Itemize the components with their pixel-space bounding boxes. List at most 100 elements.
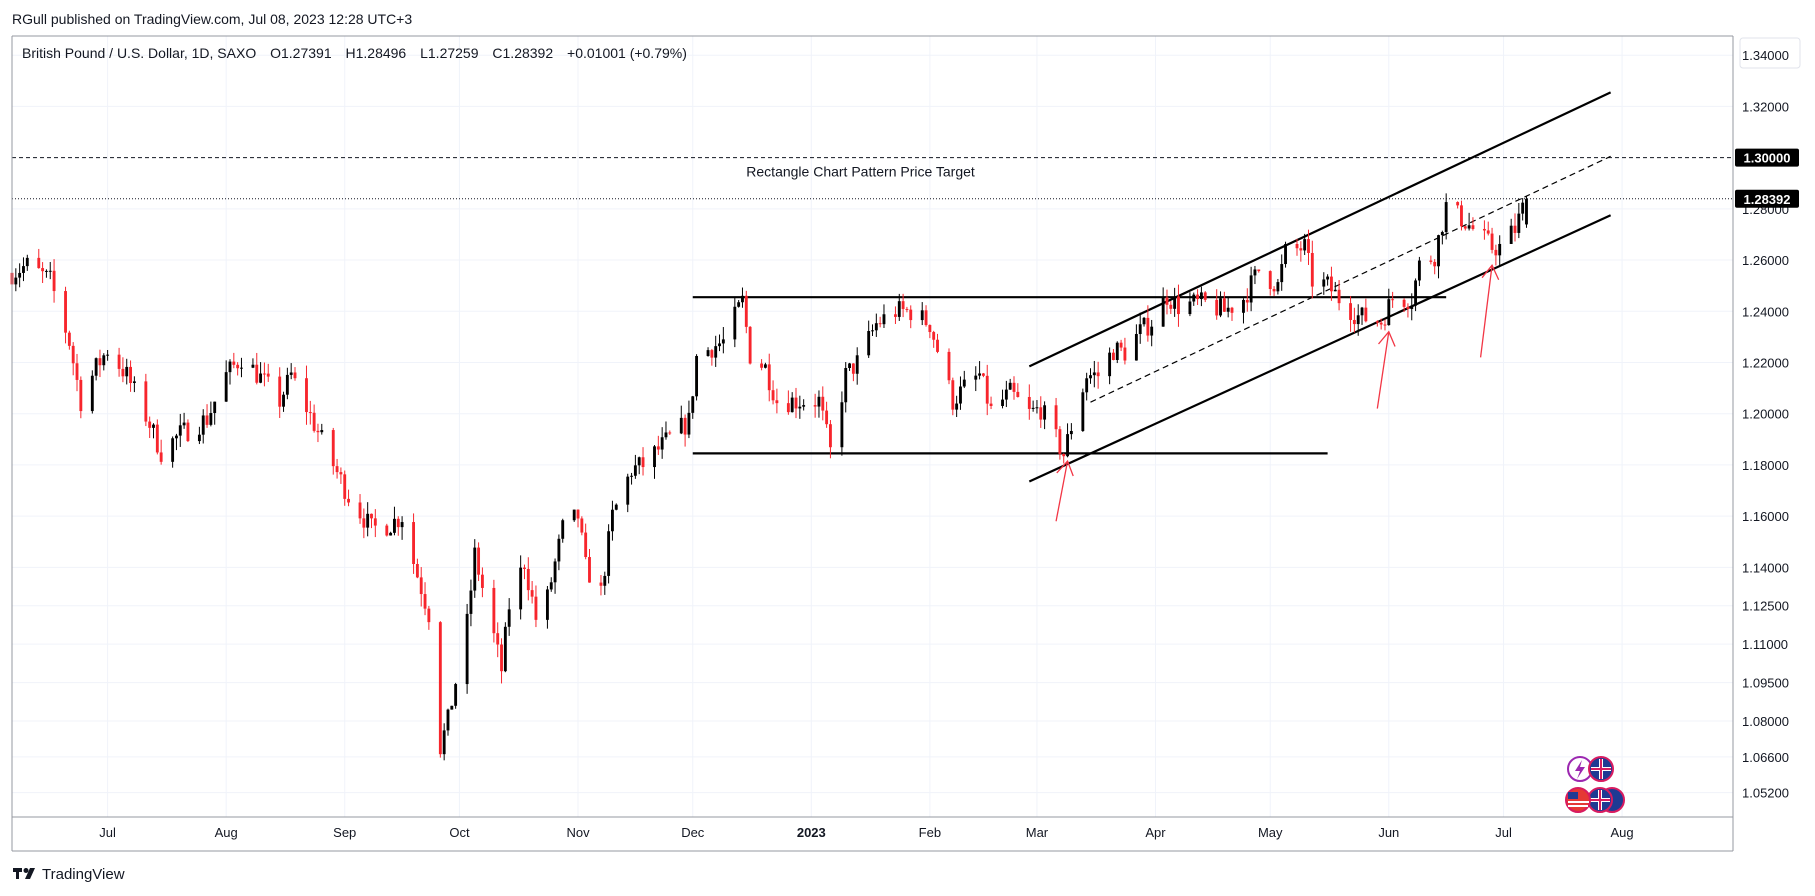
candle-body — [1134, 334, 1138, 361]
candle-body — [278, 376, 282, 407]
candle-body — [262, 373, 266, 375]
price-label-text: 1.28392 — [1744, 192, 1791, 207]
candle-body — [1460, 205, 1463, 227]
lightning-glyph — [1575, 760, 1585, 779]
candle-body — [924, 310, 928, 326]
x-tick-label: 2023 — [797, 825, 826, 840]
candle-body — [1142, 317, 1146, 325]
candle-body — [744, 295, 748, 327]
tradingview-logo[interactable]: TradingView — [13, 866, 125, 883]
candle-body — [1035, 407, 1039, 409]
price-label-box — [1735, 189, 1799, 208]
us-flag-canton — [1568, 792, 1578, 799]
candle-body — [851, 363, 855, 374]
price-scale-button[interactable] — [1739, 37, 1801, 69]
candle-body — [1437, 235, 1440, 267]
candle-body — [607, 531, 611, 576]
x-tick-label: Jul — [99, 825, 116, 840]
candle-body — [1268, 271, 1272, 289]
candle-body — [419, 577, 423, 595]
price-labels: 1.30000 1.28392 — [1735, 148, 1799, 208]
candle-body — [1115, 342, 1119, 360]
candle-body — [871, 330, 874, 332]
candle-body — [1165, 297, 1169, 305]
x-tick-label: Oct — [449, 825, 470, 840]
us-flag-icon[interactable] — [1565, 787, 1591, 813]
candle-body — [507, 609, 511, 627]
candle-body — [480, 574, 484, 588]
arrow-head — [1378, 330, 1396, 347]
candle-body — [1433, 261, 1437, 267]
candle-body — [473, 547, 477, 591]
candle-body — [48, 270, 52, 272]
events-top[interactable] — [1567, 756, 1614, 782]
candle-body — [526, 568, 530, 591]
candle-body — [117, 354, 121, 369]
candle-body — [737, 302, 741, 307]
candle-body — [316, 430, 320, 433]
y-tick-label: 1.14000 — [1742, 560, 1789, 575]
candle-body — [840, 402, 844, 448]
candle-body — [1417, 260, 1421, 281]
x-tick-label: Nov — [566, 825, 590, 840]
candle-body — [94, 358, 98, 376]
legend: British Pound / U.S. Dollar, 1D, SAXO O1… — [22, 45, 687, 61]
candle-body — [385, 525, 389, 536]
candle-body — [159, 452, 163, 462]
candle-body — [1383, 324, 1387, 326]
candle-body — [1192, 294, 1196, 302]
candle-body — [1494, 249, 1498, 256]
candle-body — [951, 380, 955, 410]
tv-logo-slash — [25, 868, 35, 879]
events-bottom[interactable] — [1565, 787, 1625, 813]
candle-body — [129, 366, 132, 384]
candle-body — [653, 446, 656, 468]
candle-body — [813, 405, 817, 407]
candle-body — [79, 379, 83, 412]
candle-body — [64, 291, 67, 333]
candle-body — [1410, 305, 1414, 309]
candle-body — [1222, 298, 1226, 312]
candle-body — [305, 378, 308, 413]
candle-body — [901, 301, 905, 309]
candle-body — [132, 381, 136, 384]
candle-body — [213, 401, 217, 414]
candle-body — [691, 396, 695, 413]
candle-body — [1329, 276, 1333, 292]
candle-body — [721, 339, 725, 344]
candle-body — [603, 575, 607, 586]
arrow-drawings — [1055, 263, 1500, 522]
candle-body — [1069, 430, 1073, 435]
candle-body — [1467, 225, 1471, 229]
candle-body — [1517, 213, 1521, 233]
candle-body — [1242, 299, 1245, 313]
candle-body — [373, 518, 377, 526]
y-tick-label: 1.06600 — [1742, 750, 1789, 765]
candle-body — [947, 351, 951, 381]
candle-body — [580, 518, 584, 533]
candle-body — [121, 368, 125, 377]
candle-body — [339, 472, 343, 475]
candle-body — [1379, 322, 1383, 325]
candle-body — [182, 422, 186, 426]
candle-body — [1360, 307, 1364, 316]
candle-body — [427, 608, 431, 623]
candle-body — [695, 355, 699, 397]
candle-body — [1230, 307, 1234, 313]
candle-body — [201, 415, 205, 435]
candle-body — [974, 375, 978, 380]
candle-body — [894, 314, 897, 317]
candle-body — [1001, 399, 1004, 406]
candle-body — [710, 350, 714, 358]
candle-body — [1352, 319, 1356, 325]
candles — [10, 193, 1528, 761]
arrow-shaft — [1055, 460, 1069, 522]
candle-body — [465, 613, 469, 685]
candle-body — [400, 522, 404, 528]
tv-logo-dot — [23, 868, 29, 873]
candle-body — [102, 355, 106, 366]
legend-line: British Pound / U.S. Dollar, 1D, SAXO O1… — [22, 45, 687, 61]
candle-body — [1169, 304, 1173, 309]
candle-body — [1066, 434, 1069, 457]
